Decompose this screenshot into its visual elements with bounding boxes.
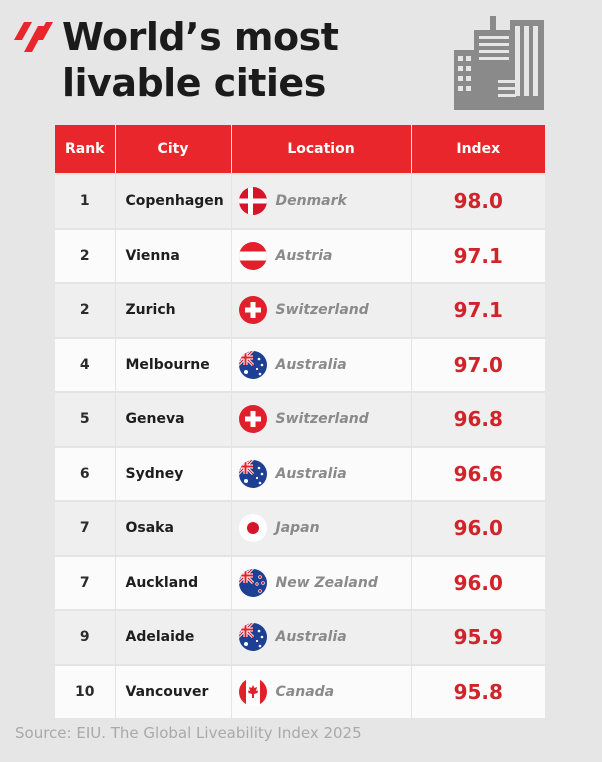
city-cell: Geneva <box>114 391 231 447</box>
australia-flag-icon <box>238 623 267 652</box>
rank-cell: 4 <box>55 336 115 392</box>
country-name: Canada <box>275 683 335 700</box>
rank-cell: 2 <box>55 282 115 338</box>
location-cell: Australia <box>230 609 411 665</box>
table-row: 7 Osaka Japan 96.0 <box>55 500 545 556</box>
rank-cell: 1 <box>55 173 115 229</box>
table-row: 2 Vienna Austria 97.1 <box>55 227 545 283</box>
city-cell: Auckland <box>114 554 231 610</box>
city-cell: Sydney <box>114 445 231 501</box>
index-cell: 96.0 <box>410 554 545 610</box>
country-name: Japan <box>275 520 320 537</box>
city-cell: Copenhagen <box>114 173 231 229</box>
rank-cell: 5 <box>55 391 115 447</box>
city-cell: Vienna <box>114 227 231 283</box>
country-name: Austria <box>275 247 333 264</box>
rank-cell: 10 <box>55 663 115 718</box>
index-cell: 96.6 <box>410 445 545 501</box>
denmark-flag-icon <box>238 187 267 216</box>
table-row: 4 Melbourne Australia 97.0 <box>55 336 545 392</box>
location-cell: Canada <box>230 663 411 718</box>
location-cell: Switzerland <box>230 282 411 338</box>
table-row: 1 Copenhagen Denmark 98.0 <box>55 173 545 229</box>
rank-cell: 9 <box>55 609 115 665</box>
index-cell: 98.0 <box>410 173 545 229</box>
country-name: Switzerland <box>275 302 369 319</box>
table-header-row: Rank City Location Index <box>55 125 545 174</box>
livable-cities-table: Rank City Location Index 1 Copenhagen Denm… <box>55 125 545 718</box>
index-cell: 97.1 <box>410 282 545 338</box>
city-cell: Melbourne <box>114 336 231 392</box>
austria-flag-icon <box>238 241 267 270</box>
source-note: Source: EIU. The Global Liveability Inde… <box>15 724 362 742</box>
rank-cell: 6 <box>55 445 115 501</box>
table-row: 5 Geneva Switzerland 96.8 <box>55 391 545 447</box>
city-buildings-icon <box>454 16 544 110</box>
location-cell: Japan <box>230 500 411 556</box>
title-line-1: World’s most <box>62 15 339 59</box>
country-name: Australia <box>275 356 347 373</box>
country-name: New Zealand <box>275 574 378 591</box>
switzerland-flag-icon <box>238 405 267 434</box>
location-cell: Denmark <box>230 173 411 229</box>
country-name: Denmark <box>275 193 347 210</box>
header-location: Location <box>230 125 411 174</box>
city-cell: Zurich <box>114 282 231 338</box>
index-cell: 97.1 <box>410 227 545 283</box>
location-cell: New Zealand <box>230 554 411 610</box>
index-cell: 95.9 <box>410 609 545 665</box>
rank-cell: 2 <box>55 227 115 283</box>
table-row: 2 Zurich Switzerland 97.1 <box>55 282 545 338</box>
australia-flag-icon <box>238 459 267 488</box>
canada-flag-icon <box>238 677 267 706</box>
country-name: Australia <box>275 629 347 646</box>
location-cell: Switzerland <box>230 391 411 447</box>
sbs-logo-icon <box>14 22 53 52</box>
country-name: Australia <box>275 465 347 482</box>
australia-flag-icon <box>238 350 267 379</box>
switzerland-flag-icon <box>238 296 267 325</box>
location-cell: Australia <box>230 336 411 392</box>
japan-flag-icon <box>238 514 267 543</box>
table-row: 9 Adelaide Australia 95.9 <box>55 609 545 665</box>
city-cell: Vancouver <box>114 663 231 718</box>
location-cell: Austria <box>230 227 411 283</box>
page-title: World’s most livable cities <box>62 14 339 106</box>
city-cell: Osaka <box>114 500 231 556</box>
header-index: Index <box>410 125 545 174</box>
table-row: 6 Sydney Australia 96.6 <box>55 445 545 501</box>
new-zealand-flag-icon <box>238 568 267 597</box>
title-line-2: livable cities <box>62 61 326 105</box>
table-row: 7 Auckland New Zealand 96.0 <box>55 554 545 610</box>
index-cell: 97.0 <box>410 336 545 392</box>
index-cell: 96.8 <box>410 391 545 447</box>
index-cell: 96.0 <box>410 500 545 556</box>
city-cell: Adelaide <box>114 609 231 665</box>
index-cell: 95.8 <box>410 663 545 718</box>
table-row: 10 Vancouver Canada 95.8 <box>55 663 545 718</box>
rank-cell: 7 <box>55 554 115 610</box>
header-city: City <box>114 125 231 174</box>
location-cell: Australia <box>230 445 411 501</box>
country-name: Switzerland <box>275 411 369 428</box>
header-rank: Rank <box>55 125 115 174</box>
rank-cell: 7 <box>55 500 115 556</box>
